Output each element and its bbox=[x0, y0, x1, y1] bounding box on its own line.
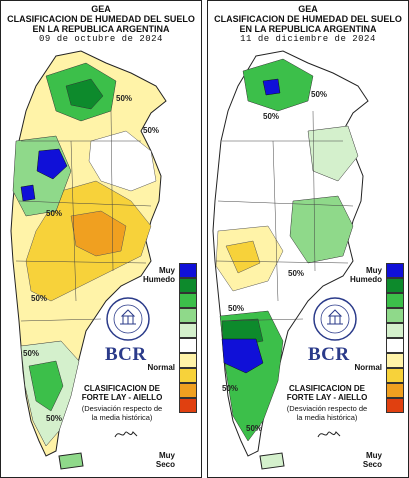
argentina-map: 50% 50% 50% 50% 50% 50% bbox=[212, 50, 369, 470]
map-date: 09 de octubre de 2024 bbox=[39, 34, 163, 44]
wet-region-center bbox=[289, 195, 354, 264]
legend-swatch bbox=[179, 398, 197, 413]
contour-label: 50% bbox=[311, 90, 327, 99]
contour-label: 50% bbox=[143, 126, 159, 135]
contour-label: 50% bbox=[46, 209, 62, 218]
legend-swatch bbox=[386, 293, 404, 308]
title-line-2: EN LA REPUBLICA ARGENTINA bbox=[239, 24, 377, 34]
legend-swatch bbox=[386, 383, 404, 398]
contour-label: 50% bbox=[116, 94, 132, 103]
legend-swatch bbox=[386, 338, 404, 353]
very-wet-north bbox=[65, 78, 104, 110]
tierra-del-fuego bbox=[259, 452, 285, 470]
contour-label: 50% bbox=[263, 112, 279, 121]
signature-icon bbox=[317, 431, 341, 438]
method-label: CLASIFICACION DE FORTE LAY - AIELLO bbox=[81, 384, 163, 402]
legend-swatch bbox=[386, 278, 404, 293]
legend-wet-label: Muy Humedo bbox=[143, 266, 175, 284]
province-borders bbox=[15, 110, 152, 322]
legend-swatch bbox=[179, 308, 197, 323]
contour-label: 50% bbox=[222, 384, 238, 393]
org-label: GEA bbox=[298, 4, 318, 14]
bcr-seal-icon bbox=[106, 297, 150, 341]
signature-icon bbox=[114, 431, 138, 438]
normal-region bbox=[88, 130, 157, 192]
soil-moisture-map-panel-december: GEA CLASIFICACION DE HUMEDAD DEL SUELO E… bbox=[207, 0, 409, 478]
legend-swatch bbox=[179, 293, 197, 308]
argentina-map: 50% 50% 50% 50% 50% 50% bbox=[10, 50, 167, 470]
org-label: GEA bbox=[91, 4, 111, 14]
tierra-del-fuego bbox=[58, 452, 84, 470]
method-note: (Desviación respecto de la media históri… bbox=[81, 404, 163, 422]
legend-swatch bbox=[386, 353, 404, 368]
extreme-wet-north bbox=[262, 78, 281, 96]
legend-swatch bbox=[386, 368, 404, 383]
legend-swatch bbox=[179, 368, 197, 383]
contour-label: 50% bbox=[31, 294, 47, 303]
bcr-logo-text: BCR bbox=[105, 344, 147, 365]
soil-moisture-map-panel-october: GEA CLASIFICACION DE HUMEDAD DEL SUELO E… bbox=[0, 0, 202, 478]
contour-label: 50% bbox=[288, 269, 304, 278]
color-legend bbox=[179, 263, 197, 413]
title-line-1: CLASIFICACION DE HUMEDAD DEL SUELO bbox=[7, 14, 195, 24]
bcr-logo-text: BCR bbox=[308, 344, 350, 365]
legend-swatch bbox=[179, 278, 197, 293]
contour-label: 50% bbox=[228, 304, 244, 313]
legend-swatch bbox=[386, 263, 404, 278]
legend-swatch bbox=[179, 263, 197, 278]
legend-dry-label: Muy Seco bbox=[362, 451, 382, 469]
legend-swatch bbox=[386, 323, 404, 338]
method-note: (Desviación respecto de la media históri… bbox=[286, 404, 368, 422]
map-title: GEA CLASIFICACION DE HUMEDAD DEL SUELO E… bbox=[1, 4, 201, 44]
patagonia-wet bbox=[28, 360, 64, 412]
bcr-seal-icon bbox=[313, 297, 357, 341]
legend-swatch bbox=[179, 323, 197, 338]
legend-wet-label: Muy Humedo bbox=[350, 266, 382, 284]
legend-normal-label: Normal bbox=[354, 363, 382, 372]
province-borders bbox=[215, 110, 354, 322]
legend-dry-label: Muy Seco bbox=[155, 451, 175, 469]
map-title: GEA CLASIFICACION DE HUMEDAD DEL SUELO E… bbox=[208, 4, 408, 44]
color-legend bbox=[386, 263, 404, 413]
map-date: 11 de diciembre de 2024 bbox=[240, 34, 376, 44]
patagonia-extreme-wet bbox=[221, 338, 264, 374]
title-line-2: EN LA REPUBLICA ARGENTINA bbox=[32, 24, 170, 34]
legend-normal-label: Normal bbox=[147, 363, 175, 372]
dry-region-2 bbox=[225, 240, 261, 274]
legend-swatch bbox=[386, 398, 404, 413]
legend-swatch bbox=[179, 353, 197, 368]
extreme-wet-west bbox=[36, 148, 68, 180]
legend-swatch bbox=[386, 308, 404, 323]
wet-region-east bbox=[307, 125, 359, 182]
contour-label: 50% bbox=[246, 424, 262, 433]
extreme-wet-west-2 bbox=[20, 184, 36, 202]
contour-label: 50% bbox=[46, 414, 62, 423]
legend-swatch bbox=[179, 338, 197, 353]
contour-label: 50% bbox=[23, 349, 39, 358]
method-label: CLASIFICACION DE FORTE LAY - AIELLO bbox=[286, 384, 368, 402]
title-line-1: CLASIFICACION DE HUMEDAD DEL SUELO bbox=[214, 14, 402, 24]
legend-swatch bbox=[179, 383, 197, 398]
